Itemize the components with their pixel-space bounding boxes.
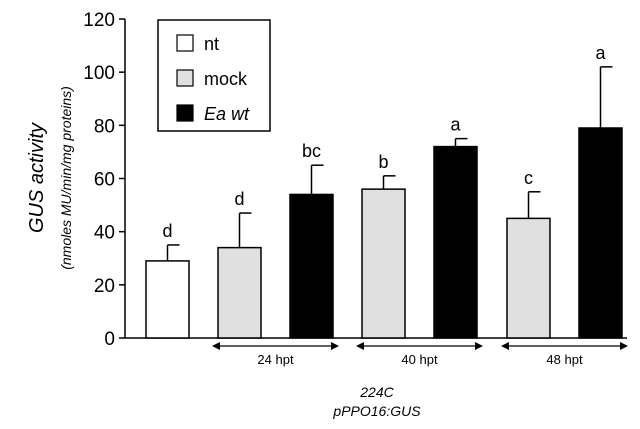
bar: [289, 193, 334, 339]
group-arrow-left-head: [356, 342, 364, 350]
legend-swatch: [176, 104, 194, 122]
y-tick-label: 0: [104, 329, 115, 350]
y-tick-label: 40: [94, 223, 115, 244]
legend-swatch: [176, 69, 194, 87]
group-arrow-right-head: [620, 342, 628, 350]
group-label: 24 hpt: [257, 352, 294, 367]
y-axis-title: GUS activity: [26, 122, 48, 233]
legend: nt mock Ea wt: [157, 19, 271, 132]
y-tick-label: 80: [94, 116, 115, 137]
bar: [361, 188, 406, 339]
y-tick-label: 120: [83, 10, 115, 31]
caption-line-1: 224C: [359, 384, 394, 400]
bar: [506, 217, 551, 339]
bar: [217, 246, 262, 339]
significance-label: c: [524, 168, 533, 188]
caption-line-2: pPPO16:GUS: [332, 403, 421, 419]
significance-label: b: [378, 152, 388, 172]
y-tick-label: 100: [83, 63, 115, 84]
y-tick-label: 60: [94, 170, 115, 191]
group-markers: 24 hpt 40 hpt 48 hpt: [212, 342, 628, 367]
significance-label: a: [595, 43, 606, 63]
legend-label: Ea wt: [204, 104, 250, 124]
legend-swatch: [176, 34, 194, 52]
significance-label: d: [162, 221, 172, 241]
significance-label: a: [450, 115, 461, 135]
group-label: 40 hpt: [401, 352, 438, 367]
bar: [578, 127, 623, 339]
legend-label: mock: [204, 69, 248, 89]
group-arrow-left-head: [501, 342, 509, 350]
bar: [433, 145, 478, 339]
group-label: 48 hpt: [546, 352, 583, 367]
y-axis-subtitle: (nmoles MU/min/mg proteins): [58, 86, 74, 270]
significance-label: bc: [302, 141, 321, 161]
bars: d d bc b a c a: [145, 43, 623, 339]
legend-label: nt: [204, 34, 219, 54]
significance-label: d: [234, 189, 244, 209]
group-arrow-right-head: [331, 342, 339, 350]
axes: 0 20 40 60 80 100 120: [83, 10, 627, 350]
group-arrow-right-head: [475, 342, 483, 350]
group-arrow-left-head: [212, 342, 220, 350]
bar: [145, 260, 190, 339]
y-tick-label: 20: [94, 276, 115, 297]
